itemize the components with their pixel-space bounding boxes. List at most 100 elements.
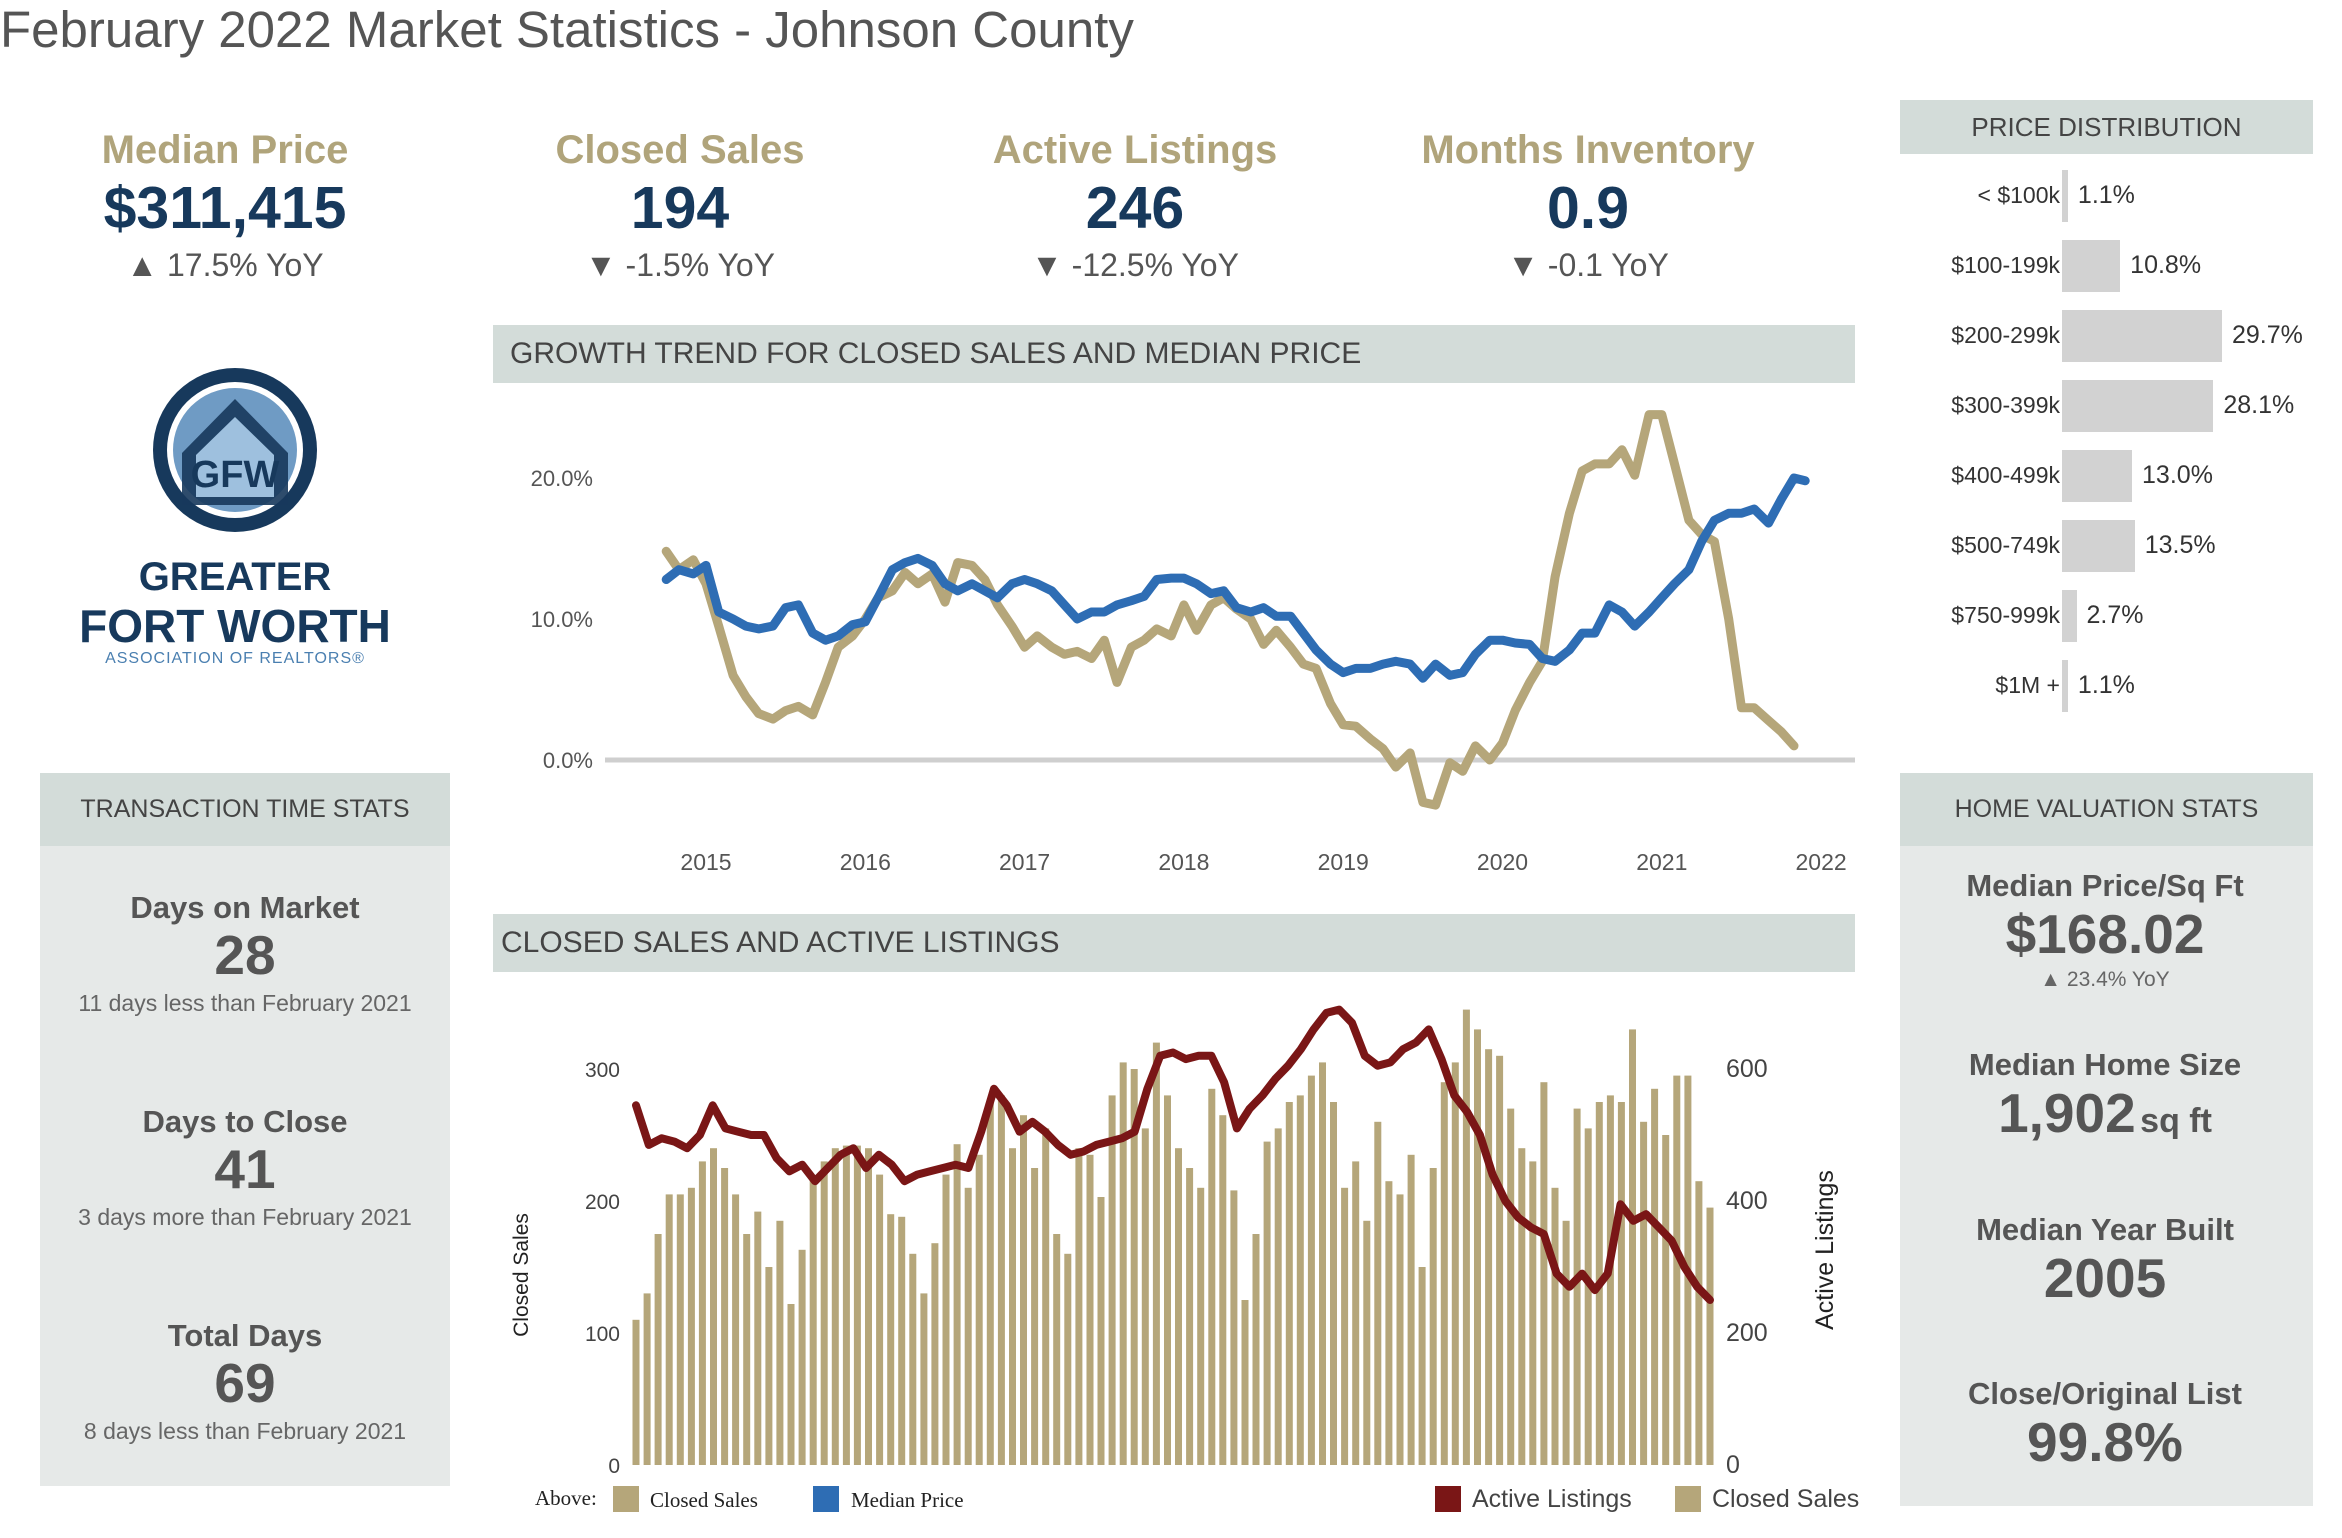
closed-sales-bar xyxy=(1086,1154,1094,1465)
kpi-median-price: Median Price $311,415 ▲ 17.5% YoY xyxy=(15,128,435,284)
closed-sales-bar xyxy=(1296,1095,1304,1465)
closed-sales-bar xyxy=(842,1145,850,1465)
closed-sales-bar xyxy=(975,1154,983,1465)
x-tick-label: 2021 xyxy=(1636,849,1687,875)
closed-sales-bar xyxy=(1451,1062,1459,1465)
closed-sales-bar xyxy=(1263,1141,1271,1465)
closed-sales-bar xyxy=(1252,1234,1260,1465)
price-bucket-bar xyxy=(2062,590,2077,642)
right-y-tick-label: 200 xyxy=(1726,1319,1768,1347)
price-bucket-bar xyxy=(2062,380,2214,432)
price-bucket-value: 2.7% xyxy=(2086,601,2144,629)
closed-sales-bar xyxy=(1673,1075,1681,1465)
logo-line2: FORT WORTH xyxy=(79,600,391,652)
closed-sales-bar xyxy=(853,1145,861,1465)
price-bucket-value: 28.1% xyxy=(2223,391,2295,419)
closed-sales-bar xyxy=(1562,1220,1570,1465)
price-bucket-value: 13.0% xyxy=(2142,461,2213,489)
kpi-label: Active Listings xyxy=(992,128,1278,172)
closed-sales-bar xyxy=(1141,1128,1149,1465)
legend-swatch-median-price xyxy=(813,1486,839,1512)
stat-sub: 8 days less than February 2021 xyxy=(83,1418,407,1444)
y-tick-label: 20.0% xyxy=(531,466,593,491)
closed-sales-bar xyxy=(1573,1108,1581,1465)
closed-sales-bar xyxy=(632,1319,640,1465)
kpi-label: Median Price xyxy=(101,128,349,172)
total-days-stat: Total Days 69 8 days less than February … xyxy=(40,1318,450,1445)
legend-swatch-active-listings xyxy=(1435,1486,1461,1512)
legend-label: Median Price xyxy=(851,1488,964,1512)
closed-sales-bar xyxy=(1108,1095,1116,1465)
closed-sales-bar xyxy=(1119,1062,1127,1465)
price-bucket-row: $500-749k 13.5% xyxy=(1905,520,2325,572)
kpi-active-listings: Active Listings 246 ▼ -12.5% YoY xyxy=(925,128,1345,284)
x-tick-label: 2022 xyxy=(1796,849,1847,875)
legend-label: Closed Sales xyxy=(1712,1485,1860,1513)
closed-sales-bar xyxy=(754,1211,762,1465)
stat-value: 41 xyxy=(214,1138,276,1200)
closed-sales-bar xyxy=(942,1174,950,1465)
price-bucket-bar xyxy=(2062,660,2068,712)
price-bucket-value: 1.1% xyxy=(2077,671,2135,699)
closed-sales-bar xyxy=(1385,1181,1393,1465)
closed-sales-bar xyxy=(931,1243,939,1465)
days-on-market-stat: Days on Market 28 11 days less than Febr… xyxy=(40,890,450,1017)
transaction-time-stats-header: TRANSACTION TIME STATS xyxy=(40,773,450,846)
stat-value: 1,902 xyxy=(1998,1082,2136,1144)
closed-sales-bar xyxy=(1164,1095,1171,1465)
active-listings-line xyxy=(632,1005,1714,1304)
legend-label: Closed Sales xyxy=(650,1488,758,1512)
closed-sales-bar xyxy=(1208,1088,1216,1465)
price-bucket-bar xyxy=(2062,170,2068,222)
x-tick-label: 2020 xyxy=(1477,849,1528,875)
price-bucket-row: $400-499k 13.0% xyxy=(1905,450,2325,502)
kpi-months-inventory: Months Inventory 0.9 ▼ -0.1 YoY xyxy=(1378,128,1798,284)
price-bucket-label: $200-299k xyxy=(1951,322,2060,348)
closed-sales-bar xyxy=(676,1194,684,1465)
closed-sales-bar xyxy=(1230,1190,1238,1465)
closed-sales-bar xyxy=(1551,1187,1559,1465)
stat-title: Total Days xyxy=(167,1318,323,1353)
price-bucket-row: $1M + 1.1% xyxy=(1905,660,2325,712)
closed-sales-bar xyxy=(909,1253,917,1465)
legend-prefix: Above: xyxy=(535,1486,597,1510)
right-y-axis-title: Active Listings xyxy=(1811,1170,1839,1330)
closed-sales-bar xyxy=(1285,1102,1293,1465)
x-tick-label: 2016 xyxy=(840,849,891,875)
closed-sales-bar xyxy=(1407,1154,1415,1465)
closed-sales-bar xyxy=(1496,1055,1504,1465)
closed-sales-bar xyxy=(1606,1095,1614,1465)
home-valuation-stats-panel xyxy=(1900,846,2313,1506)
closed-sales-bar xyxy=(1418,1267,1426,1465)
price-bucket-label: $300-399k xyxy=(1951,392,2060,418)
gfw-logo: GFW GREATER FORT WORTH ASSOCIATION OF RE… xyxy=(55,365,415,675)
closed-sales-bar xyxy=(1485,1049,1493,1465)
closed-sales-bar xyxy=(1152,1042,1160,1465)
price-bucket-label: $1M + xyxy=(1995,672,2060,698)
legend-label: Active Listings xyxy=(1472,1485,1632,1513)
closed-sales-bar xyxy=(1640,1121,1648,1465)
closed-sales-bar xyxy=(787,1304,795,1465)
growth-legend: Above: Closed Sales Median Price xyxy=(535,1482,1095,1522)
right-y-tick-label: 400 xyxy=(1726,1187,1768,1215)
stat-title: Days on Market xyxy=(130,890,360,925)
kpi-value: 246 xyxy=(1085,175,1185,241)
closed-sales-bar xyxy=(1341,1187,1349,1465)
growth-trend-chart: 0.0% 10.0% 20.0% 2015 2016 2017 2018 2019 2020 20… xyxy=(531,410,1855,875)
closed-sales-bar xyxy=(665,1194,673,1465)
stat-title: Close/Original List xyxy=(1968,1376,2242,1411)
stat-value: 2005 xyxy=(2043,1247,2167,1309)
logo-line1: GREATER xyxy=(138,555,332,599)
closed-sales-bar xyxy=(1053,1234,1061,1465)
price-bucket-row: $100-199k 10.8% xyxy=(1905,240,2325,292)
price-bucket-bar xyxy=(2062,450,2133,502)
closed-sales-bar xyxy=(1540,1082,1548,1465)
legend-swatch-closed-sales xyxy=(613,1486,639,1512)
kpi-yoy: ▼ -12.5% YoY xyxy=(1031,247,1239,283)
price-bucket-value: 29.7% xyxy=(2232,321,2303,349)
closed-sales-bar xyxy=(1474,1029,1481,1465)
page-title: February 2022 Market Statistics - Johnso… xyxy=(0,1,1134,58)
closed-sales-bar xyxy=(654,1234,662,1465)
closed-sales-bar xyxy=(710,1148,717,1465)
closed-sales-bar xyxy=(1363,1220,1371,1465)
